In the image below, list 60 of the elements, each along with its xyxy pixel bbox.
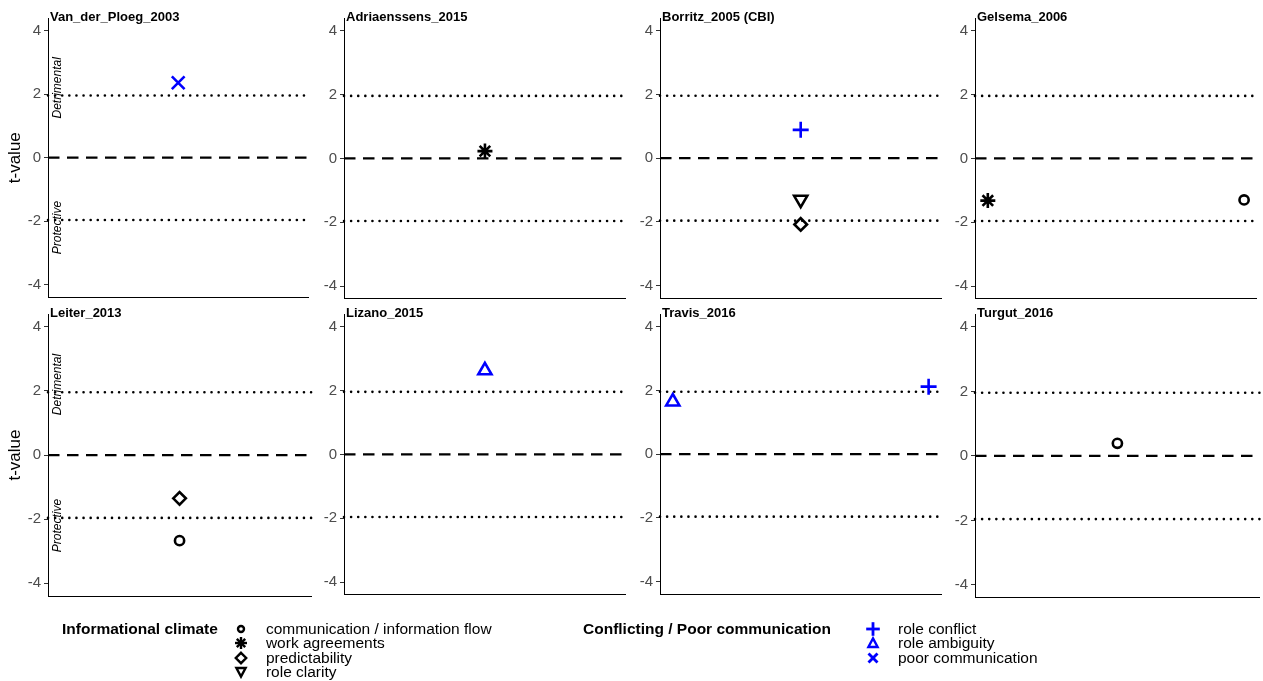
legend-label: communication / information flow [265, 620, 492, 637]
y-tick-label: 4 [32, 20, 41, 38]
chart-title: Borritz_2005 (CBI) [662, 8, 775, 24]
y-axis-title: t-value [4, 429, 24, 481]
legend-label: role conflict [898, 620, 977, 637]
annotation: Protective [49, 498, 64, 553]
y-tick-label: 4 [32, 316, 41, 334]
y-tick-label: -4 [954, 276, 968, 294]
chart-title: Adriaenssens_2015 [346, 8, 468, 24]
y-tick-label: -4 [639, 571, 653, 589]
y-tick-label: -4 [27, 274, 41, 292]
y-tick-label: 0 [32, 147, 41, 165]
y-tick-label: 0 [328, 148, 337, 166]
y-tick-label: 4 [644, 20, 653, 38]
chart-title: Leiter_2013 [50, 304, 122, 320]
annotation: Detrimental [49, 56, 64, 119]
y-tick-label: 0 [959, 446, 968, 464]
legend-label: role ambiguity [898, 634, 995, 652]
y-tick-label: 2 [328, 380, 337, 398]
y-tick-label: 2 [959, 84, 968, 102]
y-tick-label: 2 [644, 380, 653, 398]
chart-title: Van_der_Ploeg_2003 [50, 8, 180, 24]
y-tick-label: 4 [959, 317, 968, 335]
y-tick-label: -2 [954, 212, 968, 230]
annotation: Detrimental [49, 353, 64, 416]
y-tick-label: -4 [27, 573, 41, 591]
y-tick-label: -2 [27, 211, 41, 229]
chart-title: Gelsema_2006 [977, 8, 1068, 24]
chart-title: Turgut_2016 [977, 304, 1054, 320]
y-tick-label: 0 [644, 148, 653, 166]
y-tick-label: 2 [32, 381, 41, 399]
y-tick-label: 4 [328, 316, 337, 334]
y-tick-label: -2 [323, 212, 337, 230]
y-tick-label: -2 [639, 212, 653, 230]
y-tick-label: -2 [323, 508, 337, 526]
y-tick-label: 2 [644, 84, 653, 102]
chart-title: Travis_2016 [662, 304, 736, 320]
y-tick-label: -2 [954, 510, 968, 528]
chart-title: Lizano_2015 [346, 304, 424, 320]
y-tick-label: 0 [959, 148, 968, 166]
legend-title: Informational climate [62, 620, 218, 637]
y-tick-label: 0 [32, 445, 41, 463]
y-tick-label: 0 [644, 444, 653, 462]
y-tick-label: 4 [328, 20, 337, 38]
legend-label: work agreements [265, 634, 385, 652]
y-tick-label: 2 [959, 381, 968, 399]
y-tick-label: -4 [954, 575, 968, 593]
y-tick-label: -2 [639, 508, 653, 526]
y-tick-label: -4 [639, 275, 653, 293]
y-tick-label: -4 [323, 572, 337, 590]
y-tick-label: 4 [959, 20, 968, 38]
y-tick-label: 4 [644, 316, 653, 334]
y-tick-label: 0 [328, 444, 337, 462]
legend-title: Conflicting / Poor communication [583, 620, 831, 637]
y-tick-label: 2 [328, 84, 337, 102]
y-tick-label: -2 [27, 509, 41, 527]
y-tick-label: -4 [323, 276, 337, 294]
annotation: Protective [49, 200, 64, 255]
y-axis-title: t-value [4, 132, 24, 184]
y-tick-label: 2 [32, 84, 41, 102]
